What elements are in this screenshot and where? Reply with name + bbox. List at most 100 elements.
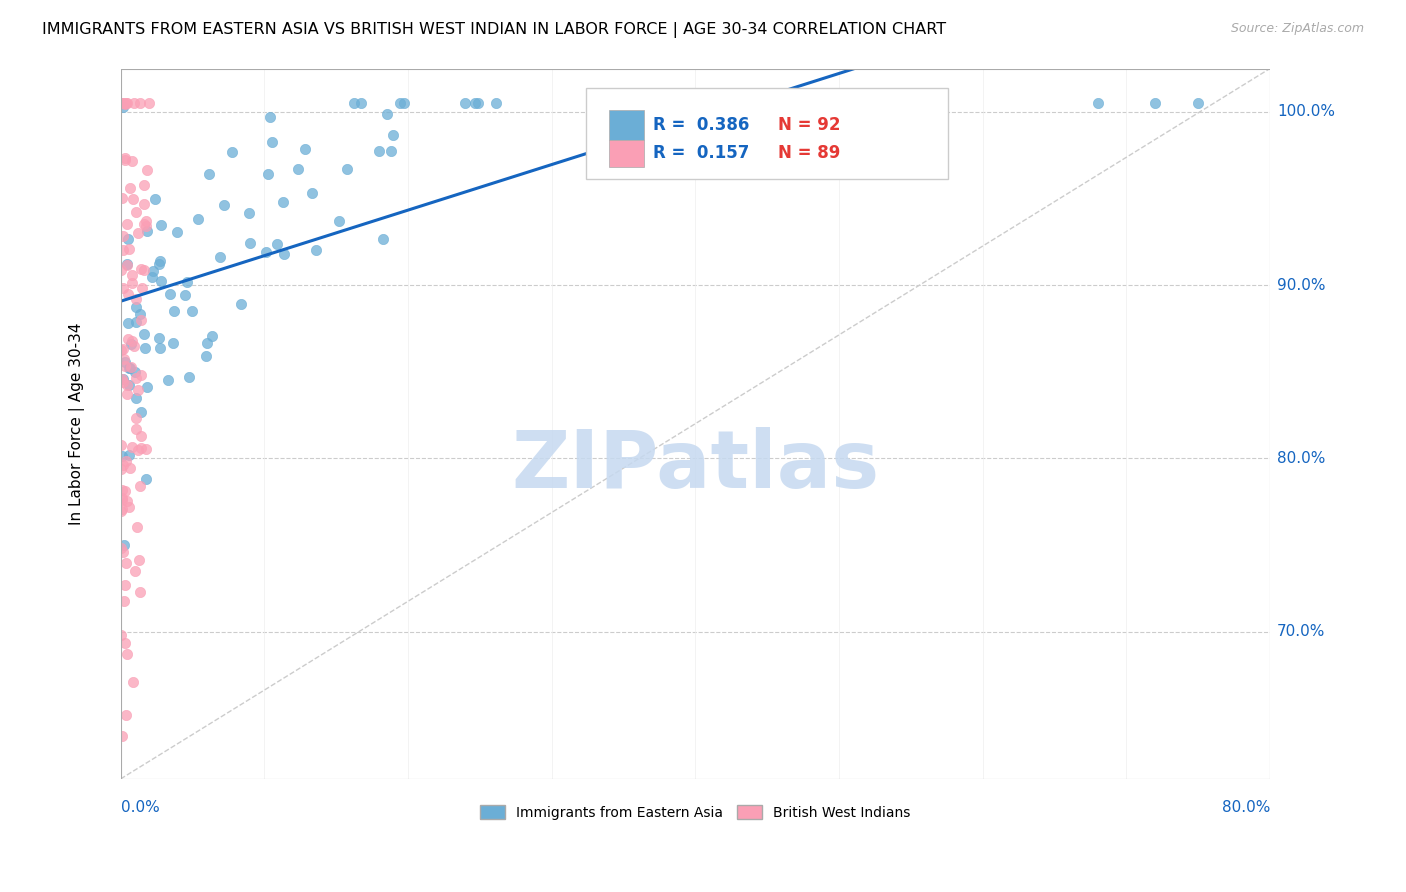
Point <box>136 162 159 177</box>
Point <box>114 359 136 373</box>
Point <box>124 315 146 329</box>
Point <box>117 232 139 246</box>
Point <box>254 244 277 259</box>
Text: 80.0%: 80.0% <box>1222 800 1270 814</box>
Point <box>159 286 181 301</box>
Point <box>381 128 404 142</box>
Point <box>120 461 142 475</box>
Point <box>134 178 156 193</box>
Point <box>110 343 132 357</box>
Text: Source: ZipAtlas.com: Source: ZipAtlas.com <box>1230 22 1364 36</box>
Point <box>127 383 149 397</box>
Point <box>111 372 134 386</box>
Point <box>166 225 188 239</box>
Point <box>114 355 136 369</box>
Point <box>135 219 157 233</box>
Point <box>111 343 134 357</box>
Point <box>110 504 132 518</box>
Point <box>118 378 141 392</box>
Point <box>380 145 402 159</box>
Point <box>260 135 283 149</box>
Point <box>118 242 141 256</box>
Point <box>117 333 139 347</box>
Point <box>111 493 134 508</box>
Point <box>122 339 145 353</box>
Point <box>143 192 166 206</box>
Point <box>121 441 143 455</box>
Point <box>121 276 143 290</box>
Point <box>112 458 135 472</box>
Point <box>128 585 150 599</box>
Point <box>129 429 152 443</box>
Point <box>811 96 834 111</box>
Point <box>198 167 221 181</box>
Point <box>129 441 152 455</box>
Point <box>114 483 136 498</box>
Point <box>128 552 150 566</box>
Point <box>134 341 156 355</box>
Point <box>125 422 148 436</box>
Point <box>129 307 152 321</box>
Point <box>129 404 152 418</box>
Point <box>111 483 134 498</box>
Point <box>138 96 160 111</box>
Point <box>187 212 209 227</box>
Point <box>124 564 146 578</box>
Point <box>112 281 135 295</box>
Point <box>111 96 134 111</box>
Point <box>111 376 134 390</box>
Point <box>328 214 350 228</box>
Point <box>287 162 309 177</box>
Point <box>112 545 135 559</box>
Point <box>117 316 139 330</box>
Point <box>1187 96 1209 111</box>
Point <box>257 167 280 181</box>
Point <box>115 493 138 508</box>
Point <box>373 232 395 246</box>
Point <box>195 336 218 351</box>
Point <box>336 161 359 176</box>
Point <box>212 198 235 212</box>
Point <box>132 217 155 231</box>
Point <box>115 217 138 231</box>
Point <box>221 145 243 159</box>
Point <box>114 97 136 112</box>
Point <box>125 371 148 385</box>
Point <box>114 635 136 649</box>
Text: R =  0.386: R = 0.386 <box>652 116 749 134</box>
Point <box>752 96 775 111</box>
Point <box>112 351 135 366</box>
Point <box>111 372 134 386</box>
Point <box>118 361 141 376</box>
Point <box>132 196 155 211</box>
Point <box>148 257 170 271</box>
Text: 0.0%: 0.0% <box>121 800 159 814</box>
Point <box>118 181 141 195</box>
Point <box>129 368 152 383</box>
Point <box>117 287 139 301</box>
Point <box>111 501 134 516</box>
Point <box>467 96 489 111</box>
Point <box>149 219 172 233</box>
Legend: Immigrants from Eastern Asia, British West Indians: Immigrants from Eastern Asia, British We… <box>474 799 917 825</box>
Point <box>665 96 688 111</box>
Point <box>259 110 281 124</box>
Point <box>180 304 202 318</box>
Point <box>120 336 142 351</box>
Point <box>201 329 224 343</box>
Point <box>125 391 148 405</box>
Point <box>112 593 135 607</box>
Text: 90.0%: 90.0% <box>1277 277 1326 293</box>
Point <box>149 254 172 268</box>
Point <box>134 263 156 277</box>
Text: N = 89: N = 89 <box>778 144 841 162</box>
Point <box>115 556 138 570</box>
Point <box>111 450 134 464</box>
Point <box>117 500 139 515</box>
Text: 70.0%: 70.0% <box>1277 624 1326 640</box>
Point <box>209 250 232 264</box>
Point <box>120 359 142 374</box>
Point <box>115 707 138 722</box>
Text: R =  0.157: R = 0.157 <box>652 144 749 162</box>
Point <box>141 270 163 285</box>
